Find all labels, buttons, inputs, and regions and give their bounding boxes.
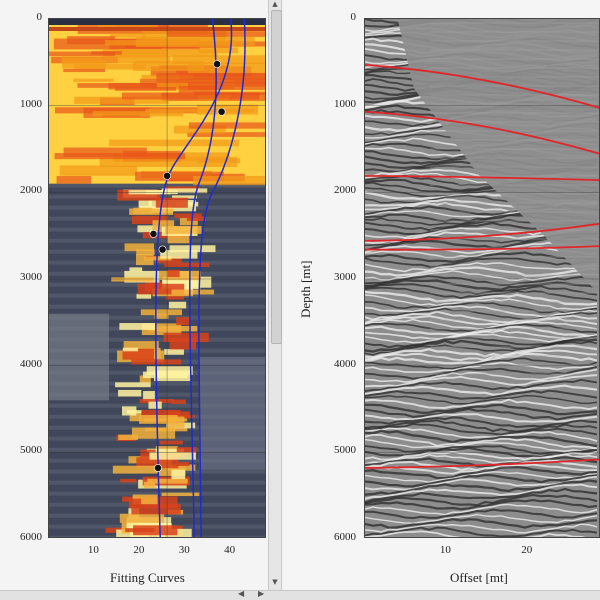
velocity-picks — [149, 60, 226, 472]
scroll-down-icon[interactable]: ▼ — [272, 578, 278, 586]
pick-point[interactable] — [149, 230, 158, 238]
scrollbar-thumb[interactable] — [271, 10, 282, 344]
fitting-curve — [189, 19, 217, 537]
horizontal-scrollbar[interactable]: ◀ ▶ — [0, 589, 600, 600]
y-tick-label: 5000 — [334, 444, 356, 457]
x-tick-label: 30 — [178, 544, 190, 556]
x-tick-label: 20 — [521, 544, 533, 556]
x-tick-label: 40 — [224, 544, 236, 556]
moveout-curve — [365, 245, 599, 251]
pick-point[interactable] — [158, 245, 167, 254]
right-grid — [365, 105, 599, 453]
seismic-panel: 0 1000 2000 3000 4000 5000 6000 10 20 Depth [mt… — [284, 0, 600, 600]
y-tick-label: 1000 — [334, 97, 356, 110]
right-x-axis-label: Offset [mt] — [450, 570, 508, 585]
y-tick-label: 1000 — [20, 97, 42, 110]
vertical-scrollbar[interactable]: ▲ ▼ — [268, 0, 282, 590]
scroll-right-icon[interactable]: ▶ — [258, 589, 265, 598]
scroll-left-icon[interactable]: ◀ — [238, 589, 245, 598]
scroll-up-icon[interactable]: ▲ — [272, 0, 278, 8]
y-tick-label: 2000 — [20, 184, 42, 197]
moveout-curves — [365, 64, 599, 469]
moveout-curve — [365, 458, 599, 469]
y-tick-label: 5000 — [20, 444, 42, 457]
y-tick-label: 3000 — [334, 271, 356, 283]
y-tick-label: 6000 — [20, 531, 42, 543]
x-tick-label: 10 — [439, 544, 451, 556]
right-y-axis-label: Depth [mt] — [298, 260, 313, 318]
pick-point[interactable] — [154, 464, 162, 472]
pick-point[interactable] — [217, 107, 226, 116]
moveout-curve — [365, 222, 599, 242]
moveout-curve — [365, 174, 599, 182]
seismic-canvas — [365, 19, 599, 537]
semblance-panel: 0 1000 2000 3000 4000 5000 6000 10 20 30 40 Fitti… — [0, 0, 268, 600]
y-tick-label: 0 — [350, 11, 357, 23]
fitting-curve — [198, 19, 246, 537]
y-tick-label: 2000 — [334, 184, 356, 197]
semblance-heatmap — [49, 19, 265, 537]
seismic-gather-plot[interactable] — [364, 18, 600, 538]
y-tick-label: 3000 — [20, 271, 42, 283]
semblance-canvas — [49, 19, 265, 537]
y-tick-label: 4000 — [334, 357, 356, 370]
fitting-curves — [155, 19, 246, 537]
moveout-curve — [365, 64, 599, 109]
mute-zone — [397, 19, 599, 295]
y-tick-label: 6000 — [334, 531, 356, 543]
x-tick-label: 10 — [87, 544, 99, 556]
pick-point[interactable] — [163, 171, 171, 180]
semblance-plot[interactable] — [48, 18, 266, 538]
left-x-axis-label: Fitting Curves — [110, 570, 185, 585]
y-tick-label: 0 — [36, 11, 43, 23]
y-tick-label: 4000 — [20, 357, 42, 370]
moveout-curve — [365, 110, 599, 155]
x-tick-label: 20 — [133, 544, 145, 556]
pick-point[interactable] — [213, 60, 221, 68]
